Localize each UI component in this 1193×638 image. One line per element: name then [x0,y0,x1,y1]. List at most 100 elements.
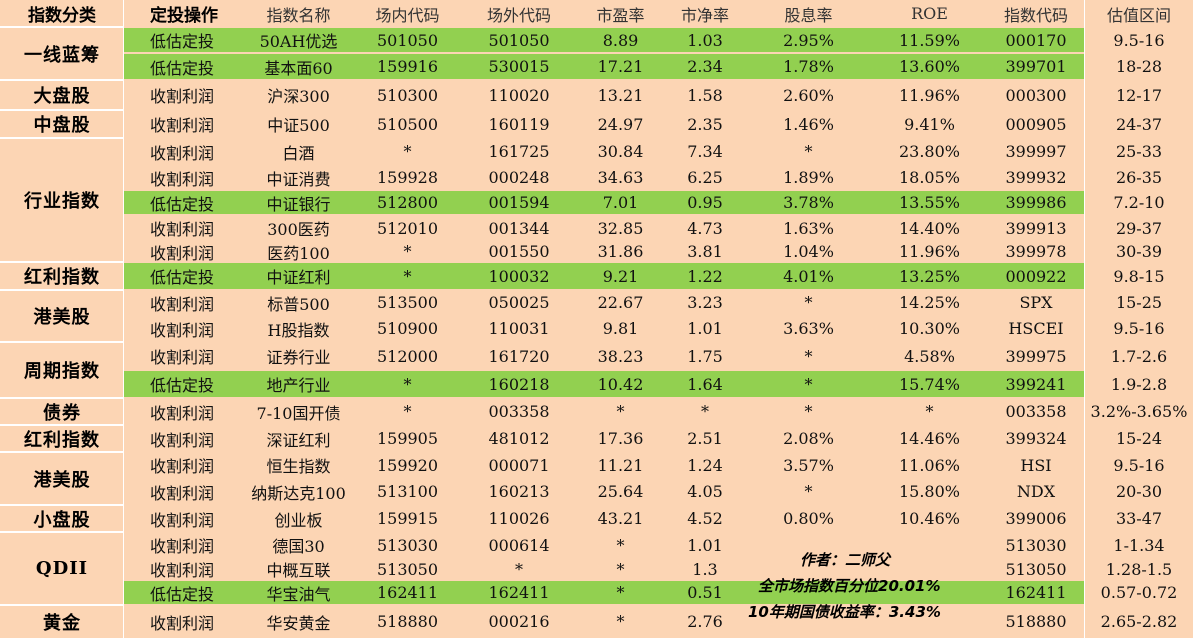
cell-roe[interactable]: 9.41% [904,114,955,134]
cell-pb[interactable]: 2.34 [687,57,723,76]
row-op-cell[interactable]: 收割利润 [150,220,215,239]
cell-name[interactable]: 华安黄金 [266,613,331,633]
cell-code-out[interactable]: 001344 [488,218,550,238]
cell-code-in[interactable]: * [403,242,412,261]
cell-div[interactable]: 1.63% [783,218,834,238]
cell-div[interactable]: 1.78% [783,57,834,76]
row-op-cell[interactable]: 低估定投 [150,194,215,214]
cell-name[interactable]: 标普500 [267,294,330,314]
cell-pb[interactable]: 6.25 [687,168,723,187]
cell-range[interactable]: 9.5-16 [1113,30,1165,50]
cell-code-in[interactable]: 512000 [376,346,439,366]
cell-roe[interactable]: 15.80% [898,482,960,501]
cell-code-out[interactable]: 160213 [488,482,550,501]
cell-pb[interactable]: 1.24 [687,455,723,475]
cell-pe[interactable]: 7.01 [602,193,639,212]
row-op-cell[interactable]: 收割利润 [150,430,215,450]
cell-code-out[interactable]: * [515,559,523,579]
cell-code-out[interactable]: 501050 [488,30,550,50]
cell-code-out[interactable]: 110031 [488,319,550,338]
cell-index-code[interactable]: 399978 [1005,242,1067,261]
cell-index-code[interactable]: 399932 [1005,168,1067,187]
row-op-cell[interactable]: 收割利润 [150,403,215,423]
row-op-cell[interactable]: 收割利润 [150,143,215,163]
cell-name[interactable]: 创业板 [274,510,323,530]
cell-index-code[interactable]: 518880 [1005,612,1067,631]
cell-range[interactable]: 9.5-16 [1113,319,1165,338]
cell-name[interactable]: 白酒 [282,143,315,163]
cell-code-out[interactable]: 161725 [488,142,550,161]
cell-index-code[interactable]: 000922 [1005,266,1067,286]
category-label[interactable]: 大盘股 [33,86,91,107]
cell-index-code[interactable]: 513050 [1005,559,1067,579]
cell-code-out[interactable]: 161720 [488,346,550,366]
row-op-cell[interactable]: 收割利润 [150,537,215,556]
cell-range[interactable]: 12-17 [1115,85,1163,105]
cell-name[interactable]: 中证消费 [266,169,331,189]
cell-range[interactable]: 9.8-15 [1113,266,1165,286]
cell-div[interactable]: 1.04% [783,242,834,261]
cell-index-code[interactable]: HSI [1020,455,1052,475]
category-label[interactable]: 港美股 [33,307,91,328]
cell-pe[interactable]: 9.21 [602,266,639,286]
cell-range[interactable]: 3.2%-3.65% [1090,402,1188,421]
row-op-cell[interactable]: 收割利润 [150,294,215,314]
cell-range[interactable]: 15-24 [1115,429,1163,448]
cell-code-out[interactable]: 001594 [488,193,550,212]
cell-name[interactable]: 中概互联 [266,561,331,580]
cell-range[interactable]: 1.9-2.8 [1110,374,1168,394]
cell-range[interactable]: 2.65-2.82 [1100,612,1178,631]
cell-pb[interactable]: 0.95 [687,193,723,212]
cell-code-in[interactable]: * [403,266,412,286]
cell-div[interactable]: 1.89% [783,168,834,187]
cell-pe[interactable]: 32.85 [597,218,644,238]
row-op-cell[interactable]: 收割利润 [150,510,215,530]
cell-pb[interactable]: 0.51 [687,583,723,602]
cell-pe[interactable]: * [616,535,625,555]
cell-pe[interactable]: 17.36 [597,429,644,448]
cell-code-in[interactable]: 510500 [376,114,439,134]
cell-name[interactable]: 恒生指数 [266,457,331,476]
cell-name[interactable]: 7-10国开债 [256,403,341,423]
cell-index-code[interactable]: 399997 [1005,142,1067,161]
cell-code-in[interactable]: 501050 [376,30,439,50]
cell-code-in[interactable]: 510900 [376,319,439,338]
cell-pe[interactable]: 24.97 [597,114,644,134]
cell-div[interactable]: 1.46% [783,114,834,134]
cell-code-in[interactable]: 159915 [376,509,439,528]
cell-name[interactable]: 50AH优选 [259,32,338,51]
cell-range[interactable]: 0.57-0.72 [1100,583,1178,602]
cell-name[interactable]: 德国30 [272,537,325,556]
header-index-code[interactable]: 指数代码 [1003,5,1068,25]
cell-code-in[interactable]: 159905 [376,429,439,448]
cell-div[interactable]: * [804,346,813,366]
header-code-out[interactable]: 场外代码 [486,5,551,25]
category-label[interactable]: 一线蓝筹 [24,44,100,66]
cell-code-out[interactable]: 003358 [488,402,550,421]
cell-div[interactable]: * [804,402,813,421]
cell-div[interactable]: * [804,482,813,501]
cell-code-out[interactable]: 000216 [488,612,550,631]
cell-code-out[interactable]: 160119 [488,114,550,134]
category-label[interactable]: 黄金 [43,612,81,634]
category-label[interactable]: 债券 [43,402,81,424]
cell-roe[interactable]: 14.25% [898,293,960,312]
cell-range[interactable]: 20-30 [1115,482,1163,501]
cell-div[interactable]: * [804,293,813,312]
cell-pb[interactable]: 1.75 [687,346,723,366]
cell-pe[interactable]: 43.21 [597,509,644,528]
cell-index-code[interactable]: 399986 [1005,193,1067,212]
cell-code-in[interactable]: * [403,402,412,421]
cell-range[interactable]: 15-25 [1115,293,1163,312]
header-pb[interactable]: 市净率 [680,5,729,25]
cell-pb[interactable]: 2.76 [687,612,723,631]
row-op-cell[interactable]: 收割利润 [150,87,215,106]
category-label[interactable]: 行业指数 [24,191,100,212]
cell-code-in[interactable]: 513030 [376,535,439,555]
cell-index-code[interactable]: NDX [1016,482,1056,501]
cell-code-out[interactable]: 160218 [488,374,550,394]
cell-div[interactable]: 3.78% [783,193,834,212]
category-label[interactable]: 中盘股 [33,115,91,136]
cell-index-code[interactable]: 399913 [1005,218,1067,238]
cell-roe[interactable]: * [925,402,934,421]
